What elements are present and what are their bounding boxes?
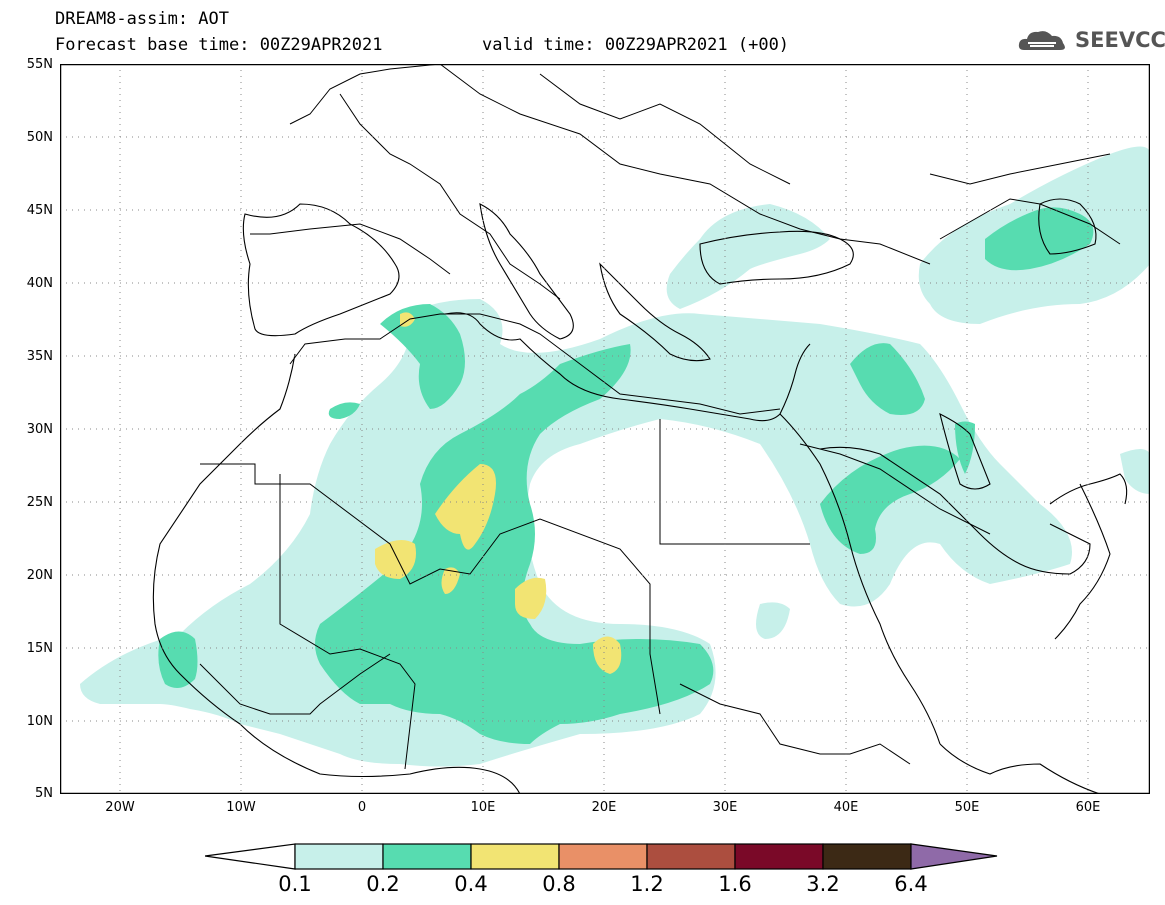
color-bar-segment xyxy=(470,843,560,870)
color-bar-segment xyxy=(558,843,648,870)
color-bar-segment xyxy=(822,843,912,870)
lon-tick: 20E xyxy=(591,800,617,815)
legend-label: 0.4 xyxy=(454,872,488,896)
lon-tick: 10E xyxy=(470,800,496,815)
color-bar xyxy=(205,843,998,870)
map-title: DREAM8-assim: AOT xyxy=(55,9,229,29)
color-bar-high-arrow xyxy=(910,843,998,870)
legend-label: 0.8 xyxy=(542,872,576,896)
legend-label: 0.2 xyxy=(366,872,400,896)
lat-tick: 50N xyxy=(26,130,53,145)
lat-tick: 35N xyxy=(26,349,53,364)
legend-label: 6.4 xyxy=(894,872,928,896)
country-borders xyxy=(199,64,1121,770)
aot-level-0.4 xyxy=(375,312,622,674)
lat-tick: 30N xyxy=(26,422,53,437)
lon-tick: 20W xyxy=(105,800,135,815)
logo-text: SEEVCCC xyxy=(1075,28,1165,52)
color-bar-low-arrow xyxy=(205,843,296,870)
color-bar-segment xyxy=(734,843,824,870)
lon-tick: 60E xyxy=(1075,800,1101,815)
lat-tick: 40N xyxy=(26,276,53,291)
coastlines xyxy=(152,198,1128,794)
lat-tick: 20N xyxy=(26,568,53,583)
lon-tick: 40E xyxy=(833,800,859,815)
forecast-base-time: Forecast base time: 00Z29APR2021 xyxy=(55,35,383,55)
color-bar-segment xyxy=(294,843,384,870)
lat-tick: 25N xyxy=(26,495,53,510)
legend-label: 1.6 xyxy=(718,872,752,896)
color-bar-segment xyxy=(382,843,472,870)
lon-tick: 10W xyxy=(226,800,256,815)
lat-tick: 5N xyxy=(35,786,53,801)
legend-label: 0.1 xyxy=(278,872,312,896)
valid-time: valid time: 00Z29APR2021 (+00) xyxy=(482,35,790,55)
lat-tick: 45N xyxy=(26,203,53,218)
color-bar-segment xyxy=(646,843,736,870)
lon-tick: 30E xyxy=(712,800,738,815)
lat-tick: 55N xyxy=(26,57,53,72)
aot-map xyxy=(60,64,1150,794)
legend-label: 1.2 xyxy=(630,872,664,896)
cloud-icon xyxy=(1018,31,1065,50)
map-frame xyxy=(60,64,1150,794)
legend-label: 3.2 xyxy=(806,872,840,896)
lon-tick: 0 xyxy=(357,800,367,815)
lat-tick: 10N xyxy=(26,714,53,729)
lon-tick: 50E xyxy=(954,800,980,815)
lat-tick: 15N xyxy=(26,641,53,656)
